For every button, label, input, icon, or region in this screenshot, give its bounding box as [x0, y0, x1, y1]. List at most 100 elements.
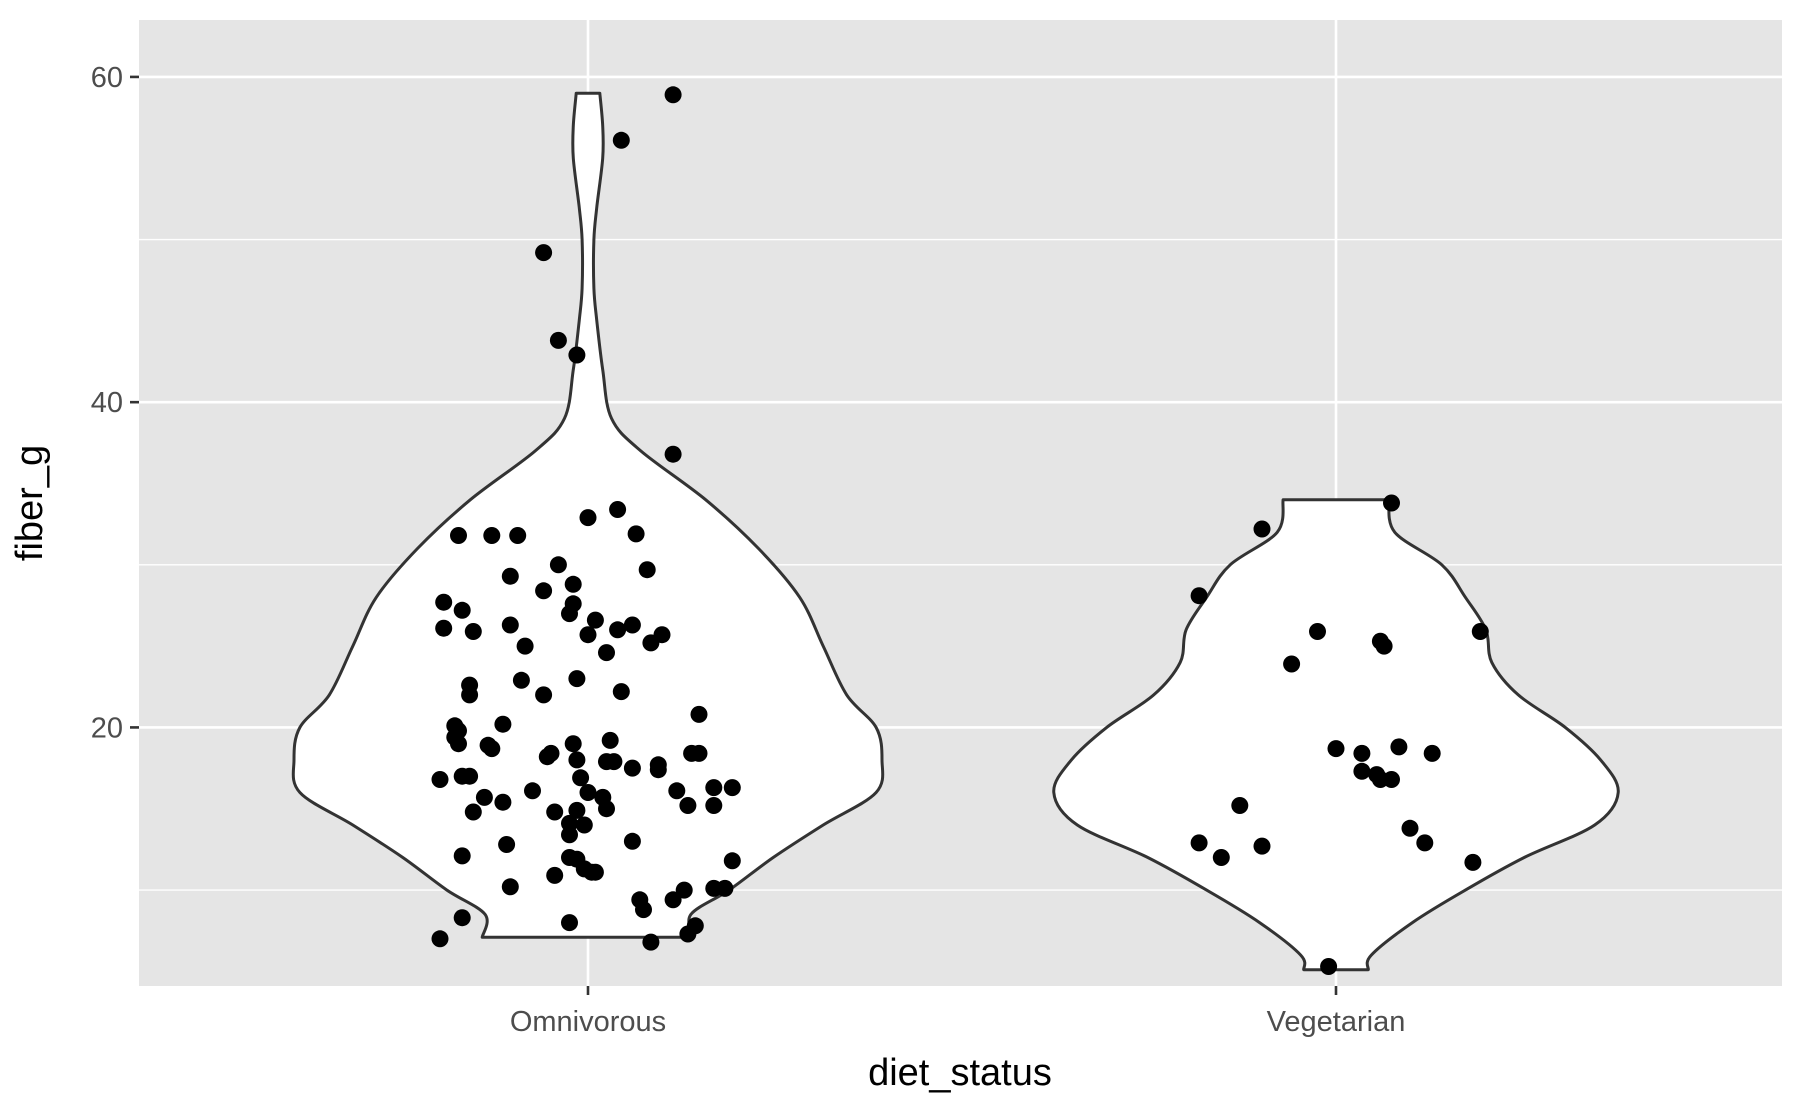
data-point — [642, 933, 660, 951]
data-point — [483, 527, 501, 544]
data-point — [679, 797, 697, 814]
data-point — [435, 619, 453, 637]
x-tick-label: Omnivorous — [510, 1006, 666, 1038]
data-point — [1401, 819, 1419, 837]
data-point — [501, 567, 519, 585]
data-point — [705, 779, 723, 797]
data-point — [509, 527, 527, 544]
y-axis: 20 40 60 — [91, 62, 139, 744]
data-point — [649, 756, 667, 774]
data-point — [723, 852, 741, 870]
data-point — [627, 525, 645, 543]
data-point — [453, 909, 471, 927]
data-point — [494, 715, 512, 733]
data-point — [612, 683, 630, 701]
data-point — [461, 676, 479, 694]
data-point — [598, 644, 615, 662]
data-point — [1375, 637, 1393, 655]
data-point — [635, 901, 652, 919]
data-point — [1416, 834, 1434, 852]
data-point — [546, 803, 564, 821]
data-point — [1464, 853, 1482, 871]
data-point — [1190, 834, 1208, 852]
data-point — [623, 759, 641, 777]
data-point — [1383, 771, 1400, 788]
data-point — [464, 623, 482, 640]
data-point — [453, 601, 471, 619]
data-point — [501, 878, 519, 896]
data-point — [483, 740, 501, 758]
y-tick-label: 20 — [91, 712, 123, 744]
data-point — [1309, 623, 1326, 640]
data-point — [705, 797, 723, 814]
data-point — [668, 782, 686, 800]
data-point — [461, 767, 479, 785]
data-point — [623, 616, 641, 634]
data-point — [561, 826, 578, 844]
data-point — [546, 866, 564, 884]
data-point — [450, 527, 467, 544]
data-point — [549, 556, 567, 574]
data-point — [568, 801, 586, 819]
data-point — [605, 753, 623, 771]
jitter-points — [431, 86, 1489, 975]
data-point — [1353, 762, 1371, 780]
data-point — [431, 930, 449, 948]
data-point — [1471, 623, 1489, 640]
data-point — [475, 788, 493, 806]
data-point — [579, 509, 597, 527]
data-point — [561, 914, 578, 932]
violin-vegetarian — [1052, 498, 1620, 972]
y-axis-title: fiber_g — [9, 445, 51, 561]
data-point — [653, 626, 671, 644]
x-axis-title: diet_status — [868, 1052, 1052, 1094]
data-point — [1423, 744, 1441, 762]
data-point — [535, 686, 553, 704]
data-point — [1353, 744, 1371, 762]
data-point — [1212, 849, 1230, 866]
data-point — [675, 881, 693, 899]
data-point — [664, 445, 682, 463]
data-point — [623, 832, 641, 850]
data-point — [446, 717, 464, 735]
data-point — [1253, 520, 1271, 538]
data-point — [579, 784, 597, 801]
data-point — [1383, 494, 1400, 512]
data-point — [564, 595, 582, 613]
data-point — [690, 744, 708, 762]
data-point — [568, 670, 586, 688]
data-point — [542, 744, 560, 762]
y-tick-label: 60 — [91, 62, 123, 94]
data-point — [690, 705, 708, 723]
data-point — [609, 621, 627, 639]
data-point — [598, 800, 615, 818]
x-tick-label: Vegetarian — [1267, 1006, 1406, 1038]
data-point — [664, 86, 682, 104]
data-point — [431, 771, 449, 788]
data-point — [501, 616, 519, 634]
data-point — [435, 593, 453, 611]
data-point — [1190, 587, 1208, 605]
data-point — [1390, 738, 1408, 756]
data-point — [586, 611, 604, 629]
data-point — [1231, 797, 1249, 814]
data-point — [498, 836, 516, 853]
data-point — [716, 879, 734, 897]
data-point — [1320, 958, 1338, 975]
data-point — [549, 331, 567, 349]
data-point — [535, 244, 553, 262]
data-point — [453, 847, 471, 865]
data-point — [568, 751, 586, 769]
x-axis: Omnivorous Vegetarian — [510, 986, 1406, 1038]
data-point — [494, 793, 512, 811]
data-point — [612, 131, 630, 149]
data-point — [512, 671, 530, 689]
data-point — [516, 637, 534, 655]
data-point — [575, 816, 593, 834]
data-point — [601, 731, 619, 749]
data-point — [579, 626, 597, 644]
data-point — [609, 501, 627, 518]
data-point — [1253, 837, 1271, 855]
